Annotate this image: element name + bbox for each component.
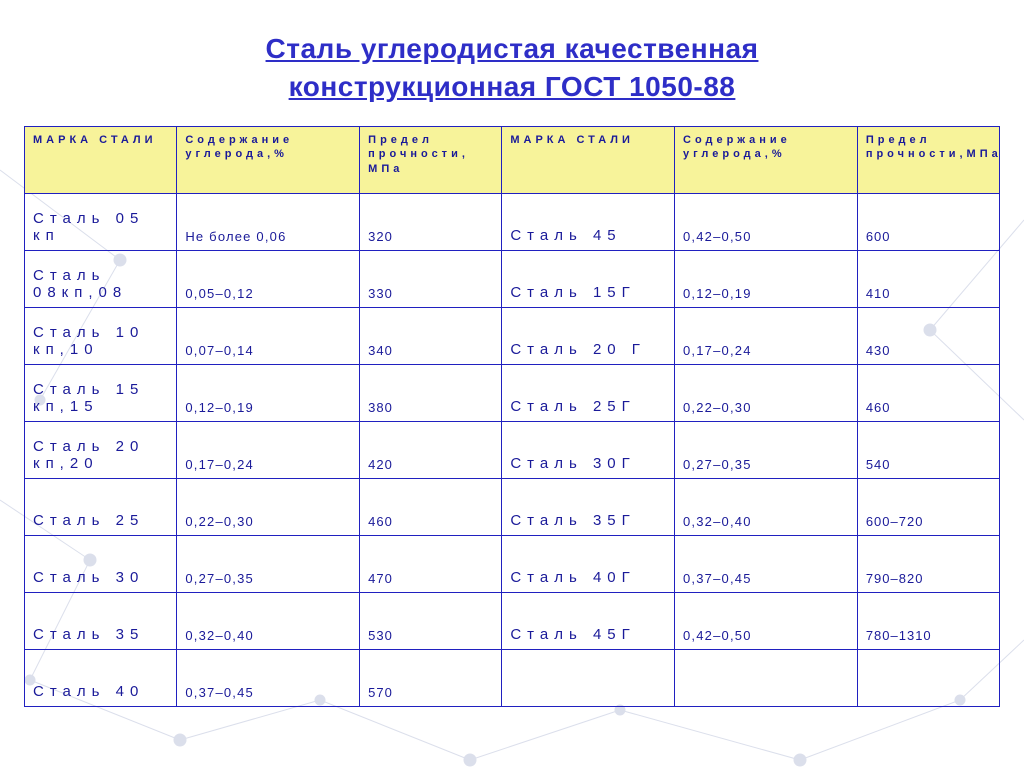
cell-strength: 410 bbox=[857, 250, 999, 307]
cell-grade bbox=[502, 649, 675, 706]
cell-grade: Сталь 25Г bbox=[502, 364, 675, 421]
cell-carbon: 0,42–0,50 bbox=[675, 193, 858, 250]
cell-strength: 600 bbox=[857, 193, 999, 250]
cell-grade: Сталь 15 кп,15 bbox=[25, 364, 177, 421]
header-carbon-1: Содержание углерода,% bbox=[177, 126, 360, 193]
cell-strength: 530 bbox=[360, 592, 502, 649]
cell-grade: Сталь 35 bbox=[25, 592, 177, 649]
table-row: Сталь 35 0,32–0,40 530 Сталь 45Г 0,42–0,… bbox=[25, 592, 1000, 649]
cell-carbon: 0,17–0,24 bbox=[177, 421, 360, 478]
cell-strength: 420 bbox=[360, 421, 502, 478]
table-row: Сталь 40 0,37–0,45 570 bbox=[25, 649, 1000, 706]
table-row: Сталь 25 0,22–0,30 460 Сталь 35Г 0,32–0,… bbox=[25, 478, 1000, 535]
steel-properties-table: МАРКА СТАЛИ Содержание углерода,% Предел… bbox=[24, 126, 1000, 707]
header-strength-2: Предел прочности,МПа bbox=[857, 126, 999, 193]
table-row: Сталь 15 кп,15 0,12–0,19 380 Сталь 25Г 0… bbox=[25, 364, 1000, 421]
cell-strength: 380 bbox=[360, 364, 502, 421]
cell-carbon: 0,32–0,40 bbox=[675, 478, 858, 535]
cell-grade: Сталь 20 Г bbox=[502, 307, 675, 364]
page-title: Сталь углеродистая качественная конструк… bbox=[0, 0, 1024, 126]
cell-strength: 460 bbox=[857, 364, 999, 421]
cell-carbon: 0,37–0,45 bbox=[177, 649, 360, 706]
cell-carbon: 0,22–0,30 bbox=[675, 364, 858, 421]
cell-grade: Сталь 30 bbox=[25, 535, 177, 592]
table-row: Сталь 05 кп Не более 0,06 320 Сталь 45 0… bbox=[25, 193, 1000, 250]
cell-strength bbox=[857, 649, 999, 706]
cell-carbon: 0,37–0,45 bbox=[675, 535, 858, 592]
cell-carbon: 0,12–0,19 bbox=[177, 364, 360, 421]
cell-strength: 470 bbox=[360, 535, 502, 592]
cell-carbon: 0,07–0,14 bbox=[177, 307, 360, 364]
header-grade-1: МАРКА СТАЛИ bbox=[25, 126, 177, 193]
cell-strength: 570 bbox=[360, 649, 502, 706]
cell-grade: Сталь 45 bbox=[502, 193, 675, 250]
table-row: Сталь 10 кп,10 0,07–0,14 340 Сталь 20 Г … bbox=[25, 307, 1000, 364]
cell-grade: Сталь 30Г bbox=[502, 421, 675, 478]
cell-strength: 460 bbox=[360, 478, 502, 535]
cell-strength: 540 bbox=[857, 421, 999, 478]
cell-grade: Сталь 05 кп bbox=[25, 193, 177, 250]
cell-grade: Сталь 08кп,08 bbox=[25, 250, 177, 307]
table-row: Сталь 20 кп,20 0,17–0,24 420 Сталь 30Г 0… bbox=[25, 421, 1000, 478]
cell-strength: 790–820 bbox=[857, 535, 999, 592]
cell-carbon: 0,27–0,35 bbox=[675, 421, 858, 478]
cell-grade: Сталь 25 bbox=[25, 478, 177, 535]
table-row: Сталь 30 0,27–0,35 470 Сталь 40Г 0,37–0,… bbox=[25, 535, 1000, 592]
title-line-2: конструкционная ГОСТ 1050-88 bbox=[289, 71, 736, 102]
title-line-1: Сталь углеродистая качественная bbox=[266, 33, 759, 64]
cell-carbon: 0,12–0,19 bbox=[675, 250, 858, 307]
cell-grade: Сталь 40Г bbox=[502, 535, 675, 592]
cell-strength: 330 bbox=[360, 250, 502, 307]
cell-grade: Сталь 15Г bbox=[502, 250, 675, 307]
cell-carbon: 0,17–0,24 bbox=[675, 307, 858, 364]
table-row: Сталь 08кп,08 0,05–0,12 330 Сталь 15Г 0,… bbox=[25, 250, 1000, 307]
cell-grade: Сталь 40 bbox=[25, 649, 177, 706]
cell-grade: Сталь 35Г bbox=[502, 478, 675, 535]
cell-strength: 600–720 bbox=[857, 478, 999, 535]
cell-grade: Сталь 45Г bbox=[502, 592, 675, 649]
cell-carbon: 0,32–0,40 bbox=[177, 592, 360, 649]
cell-carbon: 0,05–0,12 bbox=[177, 250, 360, 307]
cell-grade: Сталь 20 кп,20 bbox=[25, 421, 177, 478]
cell-carbon: 0,27–0,35 bbox=[177, 535, 360, 592]
table-header-row: МАРКА СТАЛИ Содержание углерода,% Предел… bbox=[25, 126, 1000, 193]
cell-carbon: 0,42–0,50 bbox=[675, 592, 858, 649]
header-strength-1: Предел прочности, МПа bbox=[360, 126, 502, 193]
cell-strength: 430 bbox=[857, 307, 999, 364]
header-carbon-2: Содержание углерода,% bbox=[675, 126, 858, 193]
cell-strength: 320 bbox=[360, 193, 502, 250]
cell-strength: 340 bbox=[360, 307, 502, 364]
cell-carbon bbox=[675, 649, 858, 706]
cell-grade: Сталь 10 кп,10 bbox=[25, 307, 177, 364]
cell-strength: 780–1310 bbox=[857, 592, 999, 649]
header-grade-2: МАРКА СТАЛИ bbox=[502, 126, 675, 193]
cell-carbon: Не более 0,06 bbox=[177, 193, 360, 250]
cell-carbon: 0,22–0,30 bbox=[177, 478, 360, 535]
